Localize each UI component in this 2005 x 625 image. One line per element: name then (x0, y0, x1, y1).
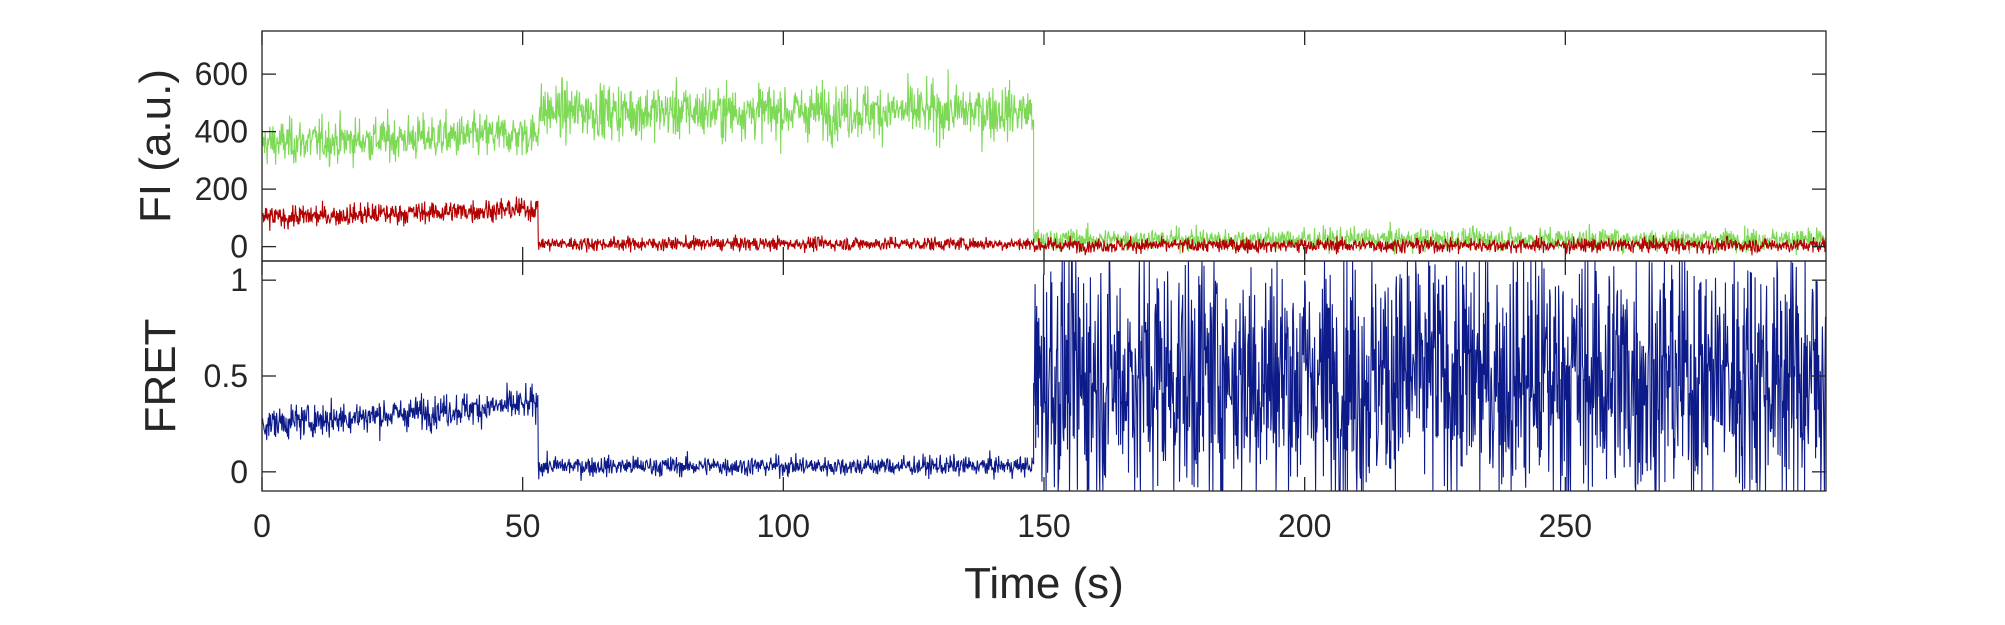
fluorescence-y-tick-label: 600 (195, 56, 248, 92)
fret-panel: 00.51 0 50 100 150 200 250 FRET Time (s) (136, 260, 1827, 608)
fluorescence-y-tick-label: 0 (230, 229, 248, 265)
fret-series-0-line (261, 260, 1827, 492)
fluorescence-series (261, 69, 1827, 256)
time-x-tick-label: 150 (1017, 508, 1070, 544)
fret-y-tick-label: 0.5 (204, 358, 248, 394)
fret-y-tick-label: 1 (230, 262, 248, 298)
time-x-tick-label: 100 (757, 508, 810, 544)
fluorescence-y-tick-label: 200 (195, 171, 248, 207)
fluorescence-panel: 0 200 400 600 FI (a.u.) (131, 30, 1827, 265)
fret-y-axis-label: FRET (136, 319, 185, 434)
time-x-ticks: 0 50 100 150 200 250 (253, 261, 1592, 544)
fret-y-tick-label: 0 (230, 454, 248, 490)
fret-y-ticks: 00.51 (204, 262, 1826, 490)
fluorescence-y-axis-label: FI (a.u.) (131, 69, 180, 223)
fluorescence-y-ticks: 0 200 400 600 (195, 31, 1826, 265)
time-x-axis-label: Time (s) (964, 559, 1124, 608)
time-x-tick-label: 200 (1278, 508, 1331, 544)
fluorescence-y-tick-label: 400 (195, 114, 248, 150)
time-x-tick-label: 0 (253, 508, 271, 544)
fluorescence-series-1-line (261, 196, 1827, 256)
fluorescence-series-0-line (261, 69, 1827, 256)
fret-series (261, 260, 1827, 492)
fluorescence-axes-frame (261, 30, 1827, 262)
time-x-tick-label: 50 (505, 508, 541, 544)
time-x-tick-label: 250 (1539, 508, 1592, 544)
